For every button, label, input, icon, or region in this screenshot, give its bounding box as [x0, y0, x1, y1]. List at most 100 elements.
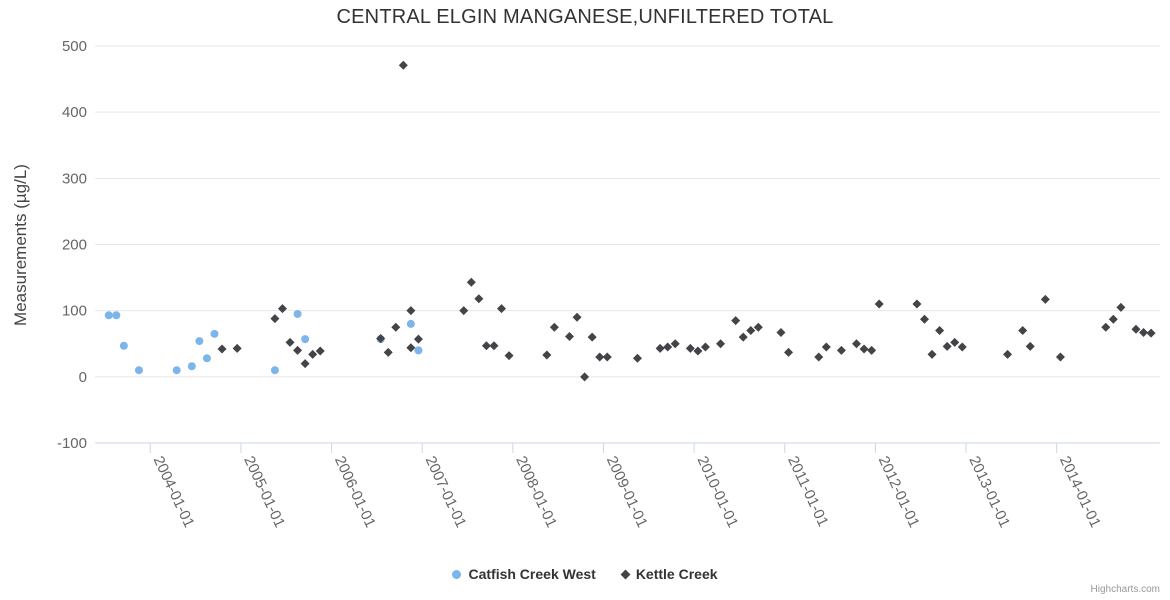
data-point-kettle-creek[interactable] [942, 341, 952, 351]
data-point-kettle-creek[interactable] [459, 306, 469, 316]
data-point-catfish-creek-west[interactable] [293, 309, 302, 318]
highcharts-credit[interactable]: Highcharts.com [1090, 584, 1160, 595]
data-point-kettle-creek[interactable] [821, 342, 831, 352]
y-axis-tick-label: 200 [62, 237, 87, 254]
x-axis-tick-label: 2008-01-01 [512, 454, 560, 531]
data-point-kettle-creek[interactable] [217, 344, 227, 354]
data-point-catfish-creek-west[interactable] [187, 362, 196, 371]
data-point-kettle-creek[interactable] [1108, 314, 1118, 324]
data-point-kettle-creek[interactable] [700, 342, 710, 352]
data-point-kettle-creek[interactable] [874, 299, 884, 309]
data-point-kettle-creek[interactable] [776, 328, 786, 338]
data-point-kettle-creek[interactable] [753, 322, 763, 332]
data-point-kettle-creek[interactable] [1131, 324, 1141, 334]
data-point-kettle-creek[interactable] [564, 331, 574, 341]
data-point-kettle-creek[interactable] [504, 351, 514, 361]
data-point-kettle-creek[interactable] [1116, 302, 1126, 312]
data-point-kettle-creek[interactable] [663, 342, 673, 352]
data-point-kettle-creek[interactable] [406, 306, 416, 316]
data-point-kettle-creek[interactable] [927, 349, 937, 359]
data-point-kettle-creek[interactable] [693, 346, 703, 356]
data-point-kettle-creek[interactable] [383, 347, 393, 357]
data-point-kettle-creek[interactable] [1055, 352, 1065, 362]
data-point-kettle-creek[interactable] [746, 326, 756, 336]
data-point-kettle-creek[interactable] [1003, 349, 1013, 359]
data-point-kettle-creek[interactable] [474, 294, 484, 304]
data-point-kettle-creek[interactable] [655, 343, 665, 353]
data-point-kettle-creek[interactable] [1018, 326, 1028, 336]
y-axis-tick-label: 400 [62, 104, 87, 121]
data-point-kettle-creek[interactable] [285, 337, 295, 347]
data-point-catfish-creek-west[interactable] [202, 354, 211, 363]
data-point-kettle-creek[interactable] [413, 334, 423, 344]
data-point-kettle-creek[interactable] [406, 343, 416, 353]
data-point-kettle-creek[interactable] [836, 345, 846, 355]
data-point-kettle-creek[interactable] [1025, 341, 1035, 351]
data-point-kettle-creek[interactable] [912, 299, 922, 309]
y-axis-tick-label: -100 [57, 435, 87, 452]
data-point-kettle-creek[interactable] [716, 339, 726, 349]
data-point-kettle-creek[interactable] [685, 343, 695, 353]
data-point-kettle-creek[interactable] [867, 345, 877, 355]
data-point-kettle-creek[interactable] [549, 322, 559, 332]
y-axis-tick-label: 500 [62, 38, 87, 55]
data-point-kettle-creek[interactable] [1139, 328, 1149, 338]
data-point-catfish-creek-west[interactable] [414, 346, 423, 355]
data-point-kettle-creek[interactable] [497, 304, 507, 314]
data-point-catfish-creek-west[interactable] [210, 329, 219, 338]
data-point-kettle-creek[interactable] [376, 333, 386, 343]
data-point-kettle-creek[interactable] [572, 312, 582, 322]
data-point-kettle-creek[interactable] [595, 352, 605, 362]
data-point-kettle-creek[interactable] [957, 342, 967, 352]
data-point-kettle-creek[interactable] [738, 332, 748, 342]
data-point-kettle-creek[interactable] [632, 353, 642, 363]
data-point-kettle-creek[interactable] [398, 60, 408, 70]
legend-item-kettle-creek[interactable]: Kettle Creek [620, 566, 718, 582]
y-axis-tick-label: 100 [62, 303, 87, 320]
data-point-kettle-creek[interactable] [814, 352, 824, 362]
data-point-kettle-creek[interactable] [232, 343, 242, 353]
data-point-kettle-creek[interactable] [1146, 328, 1156, 338]
chart-title: CENTRAL ELGIN MANGANESE,UNFILTERED TOTAL [336, 6, 834, 28]
data-point-kettle-creek[interactable] [1101, 322, 1111, 332]
data-point-kettle-creek[interactable] [935, 326, 945, 336]
data-point-kettle-creek[interactable] [919, 314, 929, 324]
data-point-kettle-creek[interactable] [270, 314, 280, 324]
data-point-kettle-creek[interactable] [784, 347, 794, 357]
data-point-kettle-creek[interactable] [580, 372, 590, 382]
data-point-catfish-creek-west[interactable] [270, 366, 279, 375]
data-point-kettle-creek[interactable] [542, 350, 552, 360]
data-point-kettle-creek[interactable] [277, 304, 287, 314]
data-point-catfish-creek-west[interactable] [112, 311, 121, 320]
data-point-kettle-creek[interactable] [391, 322, 401, 332]
data-point-catfish-creek-west[interactable] [104, 311, 113, 320]
x-axis-tick-label: 2004-01-01 [150, 454, 198, 531]
data-point-kettle-creek[interactable] [315, 346, 325, 356]
data-point-catfish-creek-west[interactable] [119, 341, 128, 350]
data-point-kettle-creek[interactable] [300, 359, 310, 369]
data-point-kettle-creek[interactable] [950, 337, 960, 347]
x-axis-tick-label: 2009-01-01 [603, 454, 651, 531]
data-point-kettle-creek[interactable] [670, 339, 680, 349]
circle-marker-icon [452, 569, 462, 579]
data-point-kettle-creek[interactable] [602, 352, 612, 362]
x-axis-tick-label: 2007-01-01 [422, 454, 470, 531]
data-point-catfish-creek-west[interactable] [134, 366, 143, 375]
data-point-kettle-creek[interactable] [308, 349, 318, 359]
data-point-kettle-creek[interactable] [481, 341, 491, 351]
data-point-catfish-creek-west[interactable] [172, 366, 181, 375]
data-point-catfish-creek-west[interactable] [406, 319, 415, 328]
data-point-kettle-creek[interactable] [1040, 294, 1050, 304]
data-point-catfish-creek-west[interactable] [301, 335, 310, 344]
diamond-marker-icon [620, 569, 631, 579]
data-point-kettle-creek[interactable] [466, 277, 476, 287]
data-point-kettle-creek[interactable] [587, 332, 597, 342]
data-point-kettle-creek[interactable] [293, 345, 303, 355]
data-point-kettle-creek[interactable] [731, 316, 741, 326]
data-point-kettle-creek[interactable] [852, 339, 862, 349]
data-point-catfish-creek-west[interactable] [195, 337, 204, 346]
data-point-kettle-creek[interactable] [489, 341, 499, 351]
data-point-kettle-creek[interactable] [859, 344, 869, 354]
legend-item-catfish-creek-west[interactable]: Catfish Creek West [452, 566, 596, 582]
